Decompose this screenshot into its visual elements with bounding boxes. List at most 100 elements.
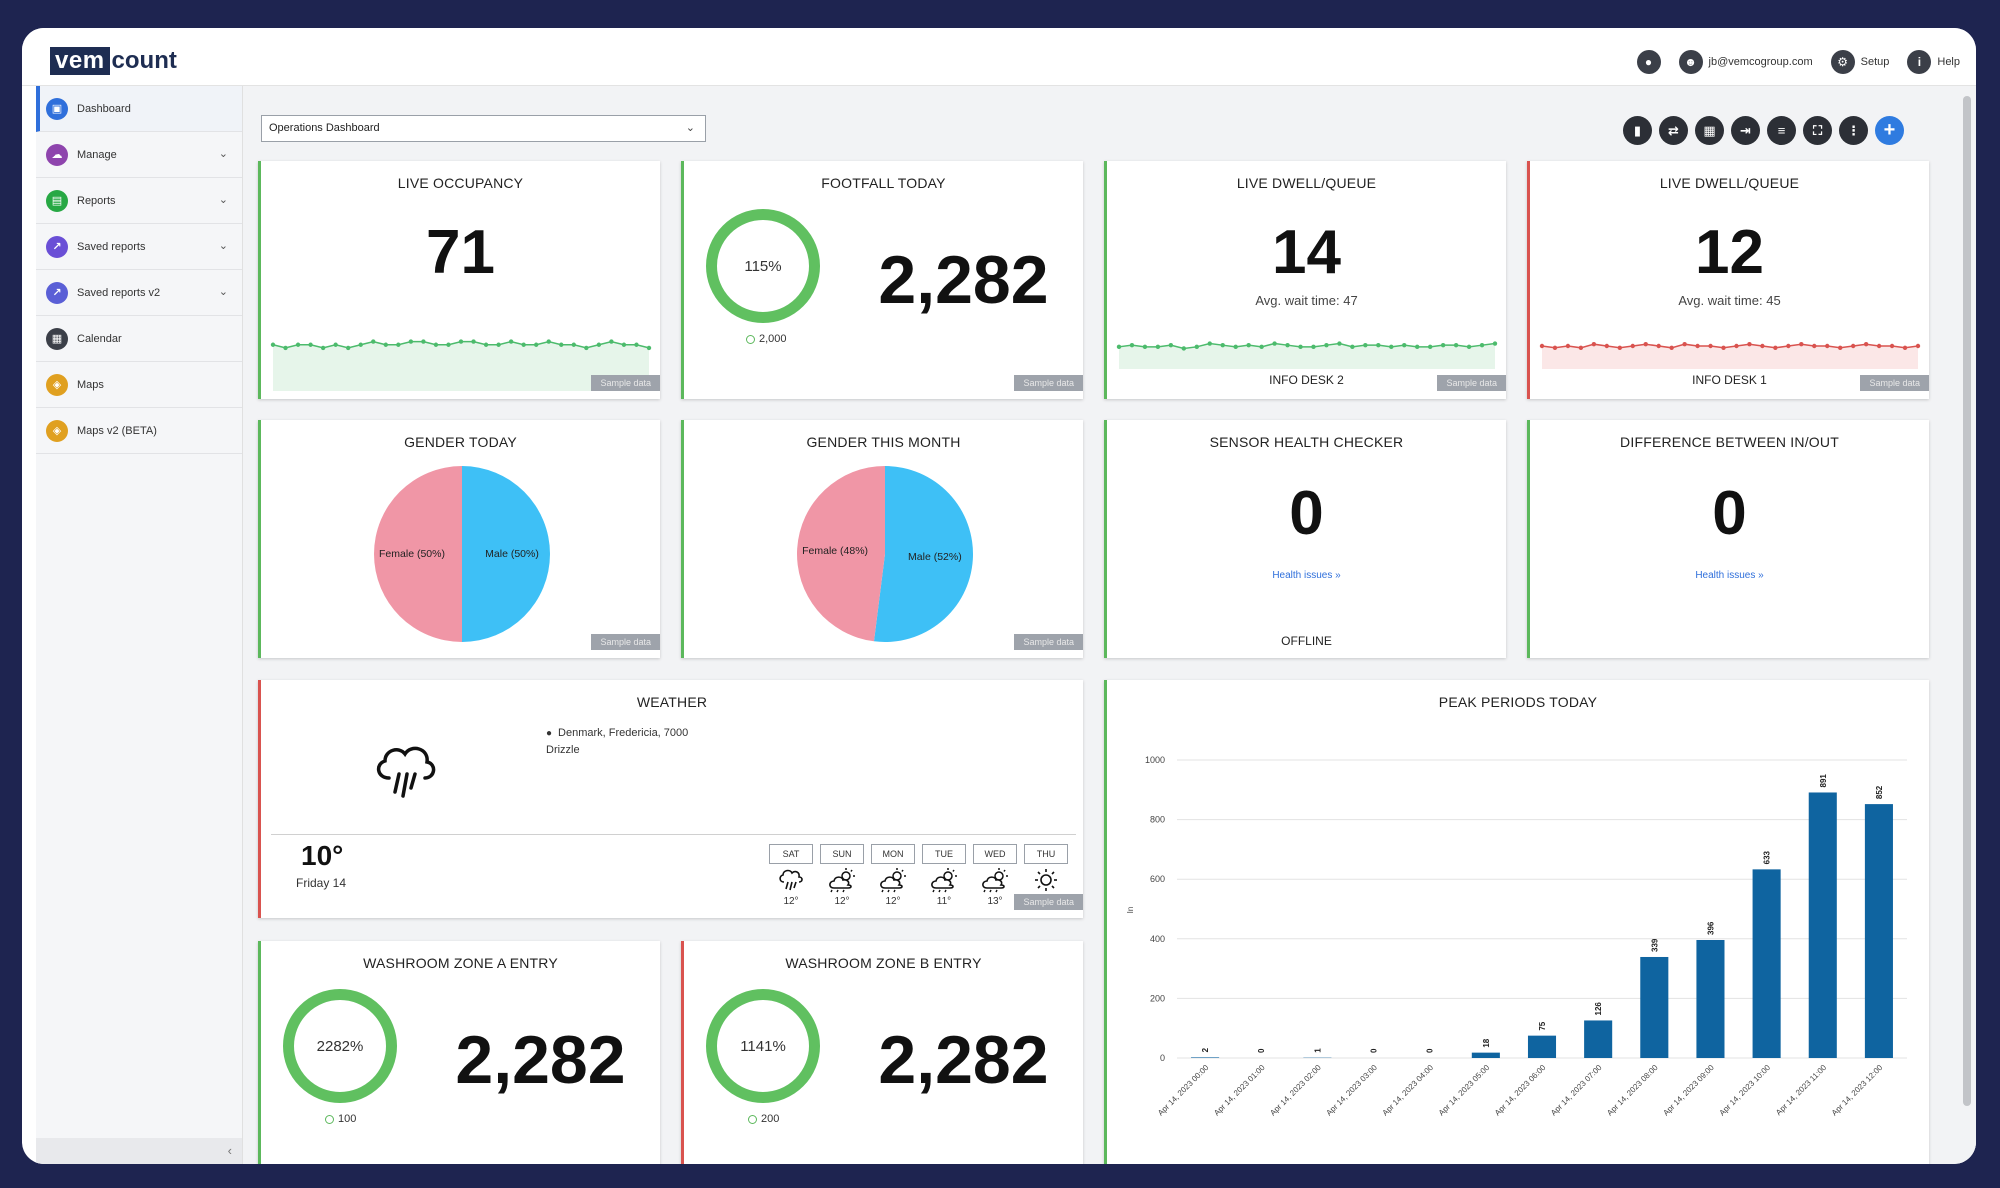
setup-label: Setup: [1860, 56, 1890, 68]
sparkline-point: [1402, 342, 1407, 348]
male-slice: [873, 466, 973, 642]
bar: [1527, 1035, 1557, 1058]
sparkline-point: [1453, 342, 1459, 348]
x-tick-label: Apr 14, 2023 12:00: [1830, 1063, 1885, 1118]
swap-button[interactable]: ⇄: [1659, 116, 1688, 145]
forecast-day-thu[interactable]: THU: [1024, 844, 1068, 864]
cloud-icon: ☁: [46, 143, 68, 166]
dashboard-toolbar: ▮ ⇄ ▦ ⇥ ≡ ⛶ ⋮ +: [1623, 116, 1904, 145]
sparkline-point: [1604, 343, 1610, 349]
sparkline-point: [1902, 345, 1908, 350]
user-menu[interactable]: ☻ jb@vemcogroup.com: [1678, 50, 1813, 74]
avg-wait-time: Avg. wait time: 45: [1678, 293, 1781, 308]
info-icon: i: [1907, 50, 1932, 74]
sparkline-point: [371, 339, 376, 344]
sidebar-item-reports[interactable]: ▤ Reports ⌄: [36, 178, 242, 224]
sample-data-badge: Sample data: [1014, 894, 1083, 910]
bar: [1864, 804, 1893, 1058]
footfall-progress-ring: 115%: [706, 209, 820, 323]
card-title: SENSOR HEALTH CHECKER: [1209, 434, 1404, 450]
bar-value-label: 396: [1706, 921, 1715, 935]
sidebar-item-calendar[interactable]: ▦ Calendar: [36, 316, 242, 362]
sparkline-point: [433, 342, 439, 347]
bar-value-label: 0: [1426, 1048, 1435, 1053]
bar-value-label: 1: [1313, 1048, 1322, 1053]
notifications-button[interactable]: ●: [1636, 50, 1661, 74]
health-issues-link[interactable]: Health issues »: [1695, 570, 1764, 581]
sidebar-collapse-button[interactable]: ‹: [36, 1138, 242, 1164]
setup-button[interactable]: ⚙ Setup: [1830, 50, 1890, 74]
sparkline-point: [1552, 345, 1558, 350]
partly-cloudy-icon: [931, 868, 957, 893]
sparkline-point: [584, 345, 589, 351]
forecast-day-sun[interactable]: SUN: [820, 844, 864, 864]
sparkline-point: [1376, 342, 1381, 348]
calendar-button[interactable]: ▦: [1695, 116, 1724, 145]
x-tick-label: Apr 14, 2023 10:00: [1718, 1063, 1773, 1118]
fullscreen-button[interactable]: ⛶: [1803, 116, 1832, 145]
sparkline-point: [283, 345, 288, 351]
forecast-day-mon[interactable]: MON: [871, 844, 915, 864]
washroom-a-card: WASHROOM ZONE A ENTRY 2282% 100 2,282: [258, 941, 660, 1164]
sparkline-area: [273, 341, 649, 391]
rain-cloud-icon: [376, 746, 436, 798]
export-icon: ↗: [46, 281, 68, 304]
sidebar-item-dashboard[interactable]: ▣ Dashboard: [36, 86, 242, 132]
sidebar-item-maps[interactable]: ◈ Maps: [36, 362, 242, 408]
forecast-temp: 13°: [987, 896, 1003, 907]
add-widget-button[interactable]: +: [1875, 116, 1904, 145]
sidebar-item-maps-v2[interactable]: ◈ Maps v2 (BETA): [36, 408, 242, 454]
export-button[interactable]: ⇥: [1731, 116, 1760, 145]
washroom-a-progress-ring: 2282%: [283, 989, 397, 1103]
bar-value-label: 891: [1819, 774, 1828, 788]
peak-periods-card: PEAK PERIODS TODAY 0 200 400 600 800 1000 In 2 A…: [1104, 680, 1929, 1164]
sparkline-point: [1337, 341, 1342, 346]
sparkline-point: [421, 339, 426, 344]
dashboard-icon: ▣: [46, 97, 68, 120]
footfall-value: 2,282: [878, 242, 1049, 318]
more-options-button[interactable]: ⋮: [1839, 116, 1868, 145]
forecast-temp: 11°: [936, 896, 952, 907]
sparkline-point: [1168, 342, 1174, 348]
gear-icon: ⚙: [1830, 50, 1855, 74]
bar-value-label: 0: [1370, 1048, 1379, 1053]
dwell-value: 12: [1695, 218, 1764, 287]
sparkline-point: [1427, 344, 1433, 350]
sparkline-point: [1129, 342, 1135, 348]
card-title: WASHROOM ZONE B ENTRY: [785, 955, 982, 971]
location-label: INFO DESK 2: [1269, 373, 1344, 387]
card-title: FOOTFALL TODAY: [821, 175, 946, 191]
top-bar: vem count ● ☻ jb@vemcogroup.com ⚙ Setup i…: [22, 28, 1976, 86]
export-icon: ↗: [46, 235, 68, 258]
sidebar-item-saved-reports[interactable]: ↗ Saved reports ⌄: [36, 224, 242, 270]
sparkline-point: [346, 345, 351, 351]
sparkline-point: [1591, 342, 1597, 347]
sparkline-point: [333, 342, 338, 347]
x-tick-label: Apr 14, 2023 00:00: [1156, 1063, 1211, 1118]
sparkline-point: [1708, 343, 1713, 349]
sun-icon: [1035, 869, 1057, 891]
sparkline-point: [383, 342, 388, 347]
sidebar-item-manage[interactable]: ☁ Manage ⌄: [36, 132, 242, 178]
scrollbar-thumb[interactable]: [1963, 96, 1971, 1106]
forecast-day-wed[interactable]: WED: [973, 844, 1017, 864]
vemcount-logo[interactable]: vem count: [50, 47, 177, 75]
clipboard-button[interactable]: ▮: [1623, 116, 1652, 145]
sparkline-point: [546, 339, 551, 344]
sensor-health-value: 0: [1289, 479, 1324, 548]
weather-condition: Drizzle: [546, 744, 580, 756]
sensor-status: OFFLINE: [1281, 634, 1332, 648]
sparkline-point: [1194, 344, 1199, 350]
sidebar-item-saved-reports-v2[interactable]: ↗ Saved reports v2 ⌄: [36, 270, 242, 316]
forecast-day-tue[interactable]: TUE: [922, 844, 966, 864]
sparkline-point: [1324, 342, 1329, 348]
forecast-day-sat[interactable]: SAT: [769, 844, 813, 864]
help-button[interactable]: i Help: [1907, 50, 1960, 74]
main-scrollbar[interactable]: [1958, 86, 1976, 1164]
female-slice-label: Female (50%): [379, 548, 445, 560]
document-button[interactable]: ≡: [1767, 116, 1796, 145]
x-tick-label: Apr 14, 2023 07:00: [1549, 1063, 1604, 1118]
health-issues-link[interactable]: Health issues »: [1272, 570, 1341, 581]
dashboard-select[interactable]: Operations Dashboard ⌄: [261, 115, 706, 142]
gender-month-card: GENDER THIS MONTH Female (48%) Male (52%)…: [681, 420, 1083, 658]
